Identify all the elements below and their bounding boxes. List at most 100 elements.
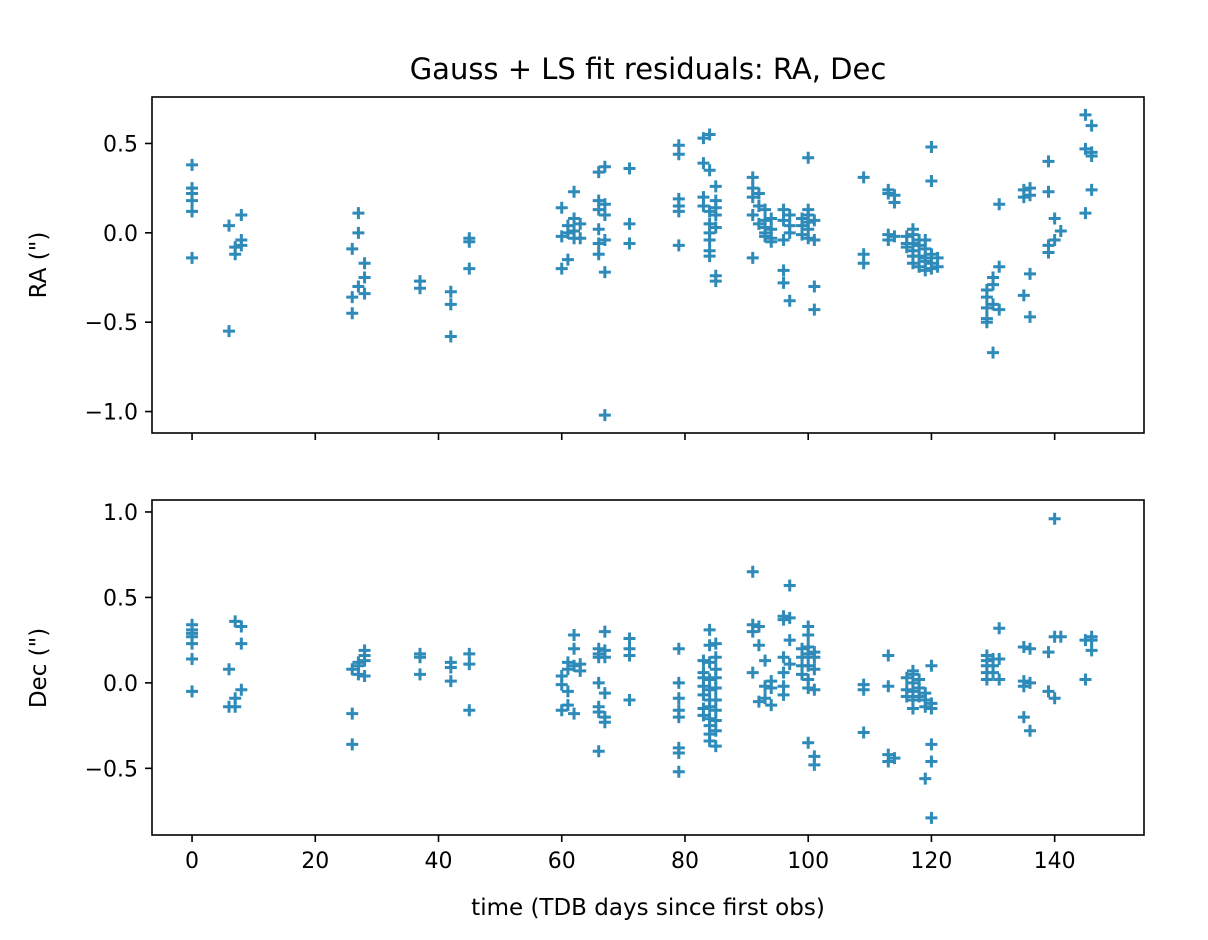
ra-data-point: [980, 291, 993, 304]
ra-data-point: [592, 248, 605, 261]
dec-y-tick-label: 0.5: [103, 586, 138, 611]
ra-data-point: [1042, 155, 1055, 168]
ra-data-point: [592, 166, 605, 179]
x-tick-label: 140: [1034, 849, 1076, 874]
ra-data-point: [802, 232, 815, 245]
ra-data-point: [346, 307, 359, 320]
dec-data-point: [1079, 673, 1092, 686]
ra-data-point: [672, 148, 685, 161]
ra-data-point: [703, 205, 716, 218]
dec-data-point: [229, 700, 242, 713]
dec-data-point: [703, 673, 716, 686]
dec-data-point: [672, 692, 685, 705]
dec-data-point: [1024, 676, 1037, 689]
ra-data-point: [808, 233, 821, 246]
dec-data-point: [463, 647, 476, 660]
dec-data-point: [796, 668, 809, 681]
dec-data-point: [672, 765, 685, 778]
ra-data-point: [444, 298, 457, 311]
dec-data-point: [623, 632, 636, 645]
dec-data-point: [352, 668, 365, 681]
dec-data-point: [993, 622, 1006, 635]
ra-data-point: [802, 151, 815, 164]
dec-data-point: [555, 704, 568, 717]
ra-data-point: [1024, 189, 1037, 202]
ra-data-point: [623, 162, 636, 175]
ra-data-point: [777, 264, 790, 277]
dec-data-point: [1054, 630, 1067, 643]
ra-data-point: [598, 198, 611, 211]
dec-data-point: [1048, 692, 1061, 705]
ra-data-point: [1042, 185, 1055, 198]
ra-data-point: [598, 233, 611, 246]
dec-data-point: [925, 755, 938, 768]
dec-data-point: [235, 620, 248, 633]
dec-data-point: [709, 682, 722, 695]
ra-data-point: [346, 291, 359, 304]
dec-data-point: [777, 666, 790, 679]
dec-data-point: [906, 702, 919, 715]
dec-data-point: [882, 649, 895, 662]
dec-data-point: [709, 637, 722, 650]
ra-data-point: [623, 237, 636, 250]
dec-data-point: [925, 659, 938, 672]
ra-data-point: [703, 250, 716, 263]
dec-data-point: [709, 651, 722, 664]
ra-data-point: [709, 208, 722, 221]
dec-data-point: [223, 663, 236, 676]
dec-data-point: [592, 705, 605, 718]
ra-data-point: [925, 262, 938, 275]
ra-data-point: [777, 233, 790, 246]
ra-data-point: [598, 160, 611, 173]
ra-data-point: [346, 242, 359, 255]
dec-data-point: [900, 671, 913, 684]
dec-data-point: [444, 661, 457, 674]
ra-data-point: [555, 230, 568, 243]
dec-data-point: [808, 663, 821, 676]
ra-data-point: [709, 180, 722, 193]
x-tick-label: 0: [185, 849, 199, 874]
dec-data-point: [802, 736, 815, 749]
dec-data-point: [900, 690, 913, 703]
ra-y-tick-label: 0.5: [103, 132, 138, 157]
dec-data-point: [1042, 646, 1055, 659]
ra-data-point: [598, 266, 611, 279]
ra-data-point: [888, 196, 901, 209]
x-tick-label: 20: [301, 849, 329, 874]
ra-data-point: [752, 200, 765, 213]
dec-data-point: [561, 685, 574, 698]
dec-data-point: [888, 752, 901, 765]
ra-y-axis-label: RA ("): [26, 232, 52, 299]
dec-data-point: [697, 654, 710, 667]
dec-data-point: [1085, 644, 1098, 657]
dec-data-point: [623, 649, 636, 662]
dec-y-tick-label: 0.0: [103, 672, 138, 697]
dec-data-point: [1085, 634, 1098, 647]
ra-data-point: [1048, 233, 1061, 246]
dec-data-point: [808, 758, 821, 771]
ra-data-point: [777, 214, 790, 227]
dec-data-point: [709, 704, 722, 717]
ra-data-point: [709, 221, 722, 234]
ra-data-point: [913, 239, 926, 252]
dec-data-point: [709, 740, 722, 753]
dec-data-point: [1017, 711, 1030, 724]
ra-data-point: [623, 217, 636, 230]
ra-data-point: [561, 226, 574, 239]
ra-data-point: [703, 233, 716, 246]
dec-data-point: [709, 671, 722, 684]
dec-data-point: [783, 658, 796, 671]
ra-plot-frame: [151, 96, 1145, 434]
ra-data-point: [1085, 149, 1098, 162]
ra-data-point: [186, 158, 199, 171]
dec-data-point: [709, 724, 722, 737]
dec-data-point: [703, 734, 716, 747]
ra-data-point: [235, 239, 248, 252]
dec-data-point: [777, 688, 790, 701]
ra-data-point: [987, 346, 1000, 359]
dec-data-point: [925, 702, 938, 715]
ra-data-point: [882, 233, 895, 246]
dec-data-point: [987, 666, 1000, 679]
ra-data-point: [235, 208, 248, 221]
ra-data-point: [598, 208, 611, 221]
